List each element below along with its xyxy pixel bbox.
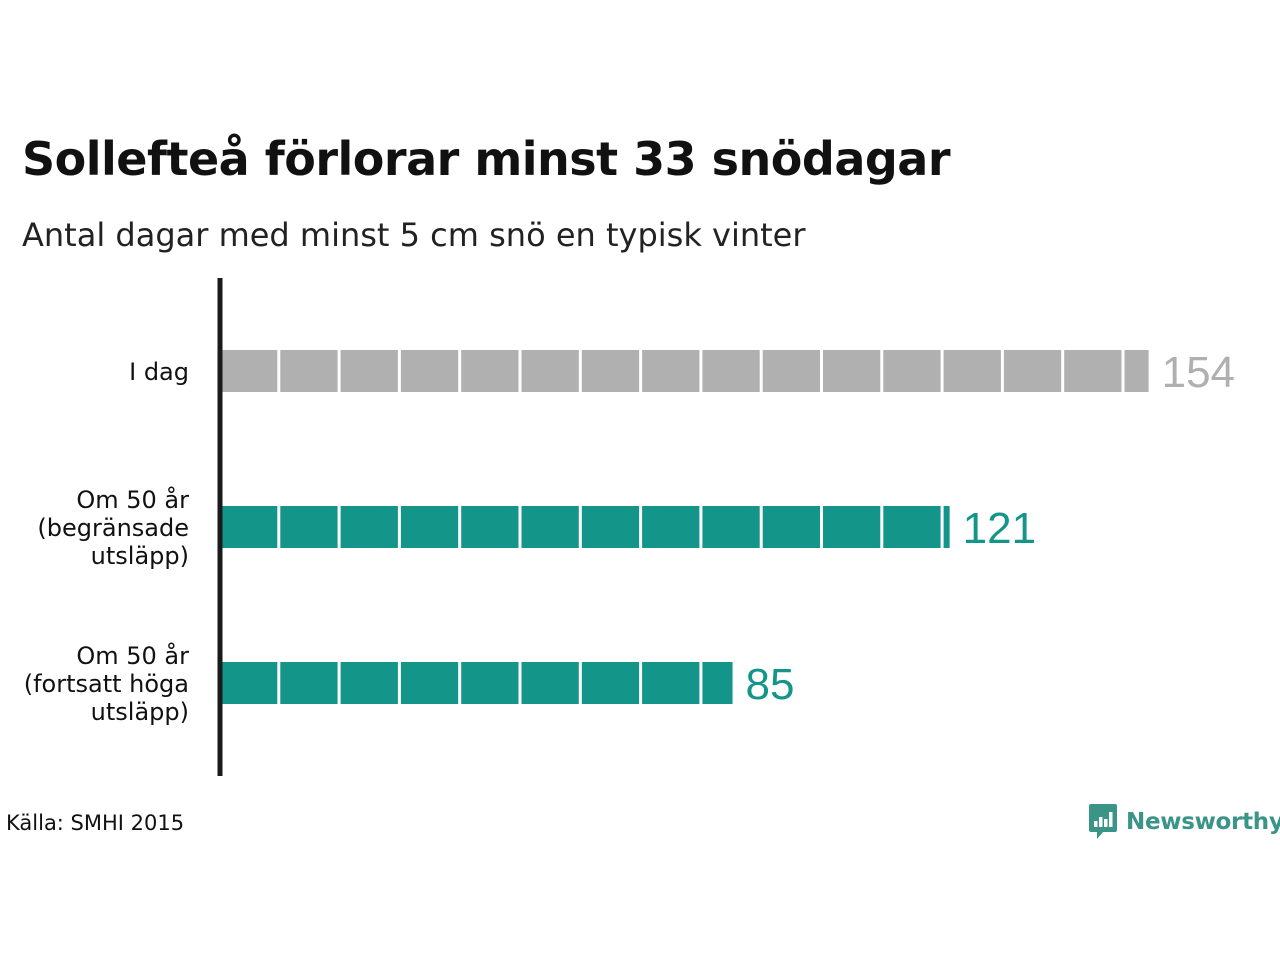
bar-block (461, 662, 519, 704)
bar-block (762, 506, 820, 548)
value-label: 154 (1162, 348, 1235, 397)
bar-block (280, 662, 338, 704)
bar-block (943, 506, 950, 548)
bar-block (823, 350, 881, 392)
bar-block (581, 350, 640, 392)
bar-block (943, 350, 1001, 392)
category-label-line: utsläpp) (91, 698, 189, 726)
bar-block (883, 506, 941, 548)
bar-block (1003, 350, 1062, 392)
bar-block (521, 506, 579, 548)
bar-block (280, 506, 338, 548)
category-label: Om 50 år (begränsade utsläpp) (37, 485, 189, 570)
bar-block (340, 506, 398, 548)
bar-block (220, 350, 278, 392)
bar-block (642, 350, 700, 392)
bar-block (340, 350, 398, 392)
bar-block (883, 350, 941, 392)
newsworthy-logo-icon (1089, 804, 1117, 839)
bar-block (461, 350, 519, 392)
source-note: Källa: SMHI 2015 (6, 811, 185, 835)
category-label-line: Om 50 år (76, 641, 189, 670)
bar-block (400, 506, 459, 548)
bar-block (400, 662, 459, 704)
bar-block (762, 350, 820, 392)
bar-block (220, 506, 278, 548)
brand-name: Newsworthy (1126, 809, 1280, 835)
bar-block (642, 662, 700, 704)
bar-block (581, 662, 640, 704)
bar-block (521, 662, 579, 704)
bar-block (642, 506, 700, 548)
bar-block (400, 350, 459, 392)
chart-title: Sollefteå förlorar minst 33 snödagar (22, 132, 951, 186)
category-label-line: I dag (129, 358, 189, 386)
chart-subtitle: Antal dagar med minst 5 cm snö en typisk… (22, 216, 806, 254)
category-label-line: Om 50 år (76, 485, 189, 514)
bar-block (340, 662, 398, 704)
bar-block (702, 506, 760, 548)
brand-logo: Newsworthy (1088, 802, 1280, 842)
bar-block (702, 350, 760, 392)
category-label-line: utsläpp) (91, 542, 189, 570)
bar-block (702, 662, 733, 704)
bar-block (220, 662, 278, 704)
bar-block (521, 350, 579, 392)
category-label: Om 50 år (fortsatt höga utsläpp) (24, 641, 189, 726)
value-label: 121 (963, 504, 1036, 553)
bar-block (280, 350, 338, 392)
category-label-line: (fortsatt höga (24, 670, 189, 698)
bar-block (1124, 350, 1149, 392)
category-label: I dag (129, 358, 189, 386)
category-label-line: (begränsade (37, 514, 189, 542)
bar-block (581, 506, 640, 548)
bar-block (461, 506, 519, 548)
bar-block (1064, 350, 1122, 392)
bar-block (823, 506, 881, 548)
value-label: 85 (746, 660, 795, 709)
